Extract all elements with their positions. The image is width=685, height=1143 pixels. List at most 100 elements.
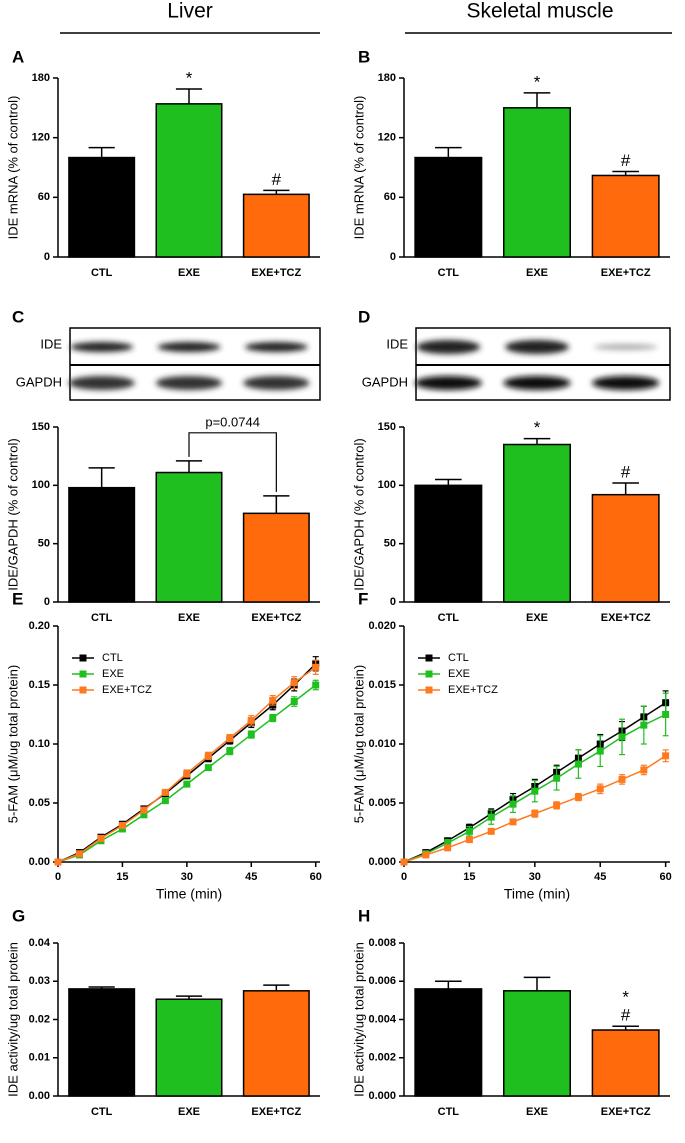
x-tick-label: EXE: [178, 1106, 200, 1118]
y-tick-label: 0.00: [29, 856, 50, 868]
y-tick-label: 0.00: [29, 1090, 50, 1102]
point: [75, 850, 83, 858]
bar: [155, 998, 223, 1097]
y-tick-label: 0.004: [368, 1013, 396, 1025]
point: [161, 797, 169, 805]
point: [422, 851, 430, 859]
legend-marker: [79, 670, 87, 678]
legend-marker: [425, 670, 433, 678]
y-axis-label: IDE mRNA (% of control): [5, 96, 20, 240]
x-tick-label: 45: [594, 871, 606, 883]
bar: [591, 1029, 660, 1097]
x-tick-label: EXE+TCZ: [251, 267, 301, 279]
x-tick-label: CTL: [438, 612, 460, 624]
bar: [503, 107, 571, 258]
significance-mark: *: [534, 72, 541, 91]
blot-band: [155, 376, 223, 390]
y-tick-label: 0.000: [368, 856, 396, 868]
point: [444, 839, 452, 847]
point: [118, 821, 126, 829]
point: [618, 733, 626, 741]
significance-mark: #: [621, 151, 631, 170]
x-tick-label: EXE+TCZ: [251, 612, 301, 624]
point: [54, 858, 62, 866]
panel-letter: D: [358, 307, 370, 326]
y-axis-label: IDE/GAPDH (% of control): [351, 438, 366, 590]
x-tick-label: CTL: [438, 1106, 460, 1118]
y-tick-label: 0: [390, 251, 396, 263]
point: [509, 818, 517, 826]
significance-mark: *: [186, 68, 193, 87]
point: [312, 681, 320, 689]
point: [574, 760, 582, 768]
y-axis-label: IDE activity/ug total protein: [5, 942, 20, 1097]
blot-band: [157, 342, 221, 352]
point: [662, 711, 670, 718]
blot-band: [503, 376, 571, 390]
point: [596, 785, 604, 793]
point: [226, 734, 234, 742]
comparison-label: p=0.0744: [205, 414, 260, 429]
point: [618, 775, 626, 783]
point: [531, 810, 539, 818]
header: Skeletal muscle: [466, 0, 613, 23]
y-tick-label: 120: [32, 132, 50, 144]
bar: [503, 443, 571, 603]
y-tick-label: 0.005: [368, 797, 396, 809]
blot-band: [414, 376, 483, 390]
x-tick-label: 30: [529, 871, 541, 883]
bar: [591, 174, 660, 258]
legend-label: EXE: [102, 668, 124, 680]
point: [640, 766, 648, 774]
y-tick-label: 60: [384, 191, 396, 203]
point: [553, 801, 561, 809]
y-tick-label: 0.006: [368, 975, 396, 987]
point: [531, 787, 539, 795]
blot-band: [591, 376, 660, 390]
blot-band: [70, 342, 134, 352]
significance-mark: #: [621, 1006, 631, 1025]
point: [465, 836, 473, 844]
bar: [242, 193, 310, 258]
significance-mark: #: [272, 170, 282, 189]
point: [574, 793, 582, 801]
y-tick-label: 50: [38, 538, 50, 550]
point: [290, 679, 298, 687]
panel-letter: B: [358, 47, 370, 66]
series-line: [57, 663, 317, 863]
bar: [414, 484, 483, 603]
point: [640, 721, 648, 729]
y-tick-label: 0: [44, 251, 50, 263]
significance-mark: *: [622, 988, 629, 1007]
y-tick-label: 0.05: [29, 797, 50, 809]
point: [247, 716, 255, 724]
y-axis-label: 5-FAM (μM/ug total protein): [351, 665, 366, 824]
y-tick-label: 100: [378, 479, 396, 491]
y-tick-label: 180: [378, 72, 396, 84]
x-tick-label: EXE+TCZ: [601, 267, 651, 279]
y-tick-label: 120: [378, 132, 396, 144]
bar: [242, 990, 310, 1097]
point: [161, 788, 169, 796]
significance-mark: *: [534, 418, 541, 437]
point: [204, 752, 212, 760]
y-tick-label: 0.000: [368, 1090, 396, 1102]
y-tick-label: 0.02: [29, 1013, 50, 1025]
point: [140, 811, 148, 819]
header: Liver: [167, 0, 213, 23]
blot-band: [244, 342, 308, 352]
blot-label: IDE: [40, 336, 62, 351]
panel-letter: H: [358, 906, 370, 925]
bar: [414, 156, 483, 258]
legend-marker: [425, 686, 433, 694]
point: [183, 770, 191, 777]
bar: [68, 988, 136, 1097]
y-tick-label: 0.20: [29, 620, 50, 632]
y-tick-label: 0.008: [368, 937, 396, 949]
panel-letter: G: [12, 906, 25, 925]
y-tick-label: 0.010: [368, 738, 396, 750]
x-tick-label: 0: [55, 871, 61, 883]
legend-marker: [79, 654, 87, 662]
y-tick-label: 180: [32, 72, 50, 84]
x-tick-label: EXE+TCZ: [251, 1106, 301, 1118]
